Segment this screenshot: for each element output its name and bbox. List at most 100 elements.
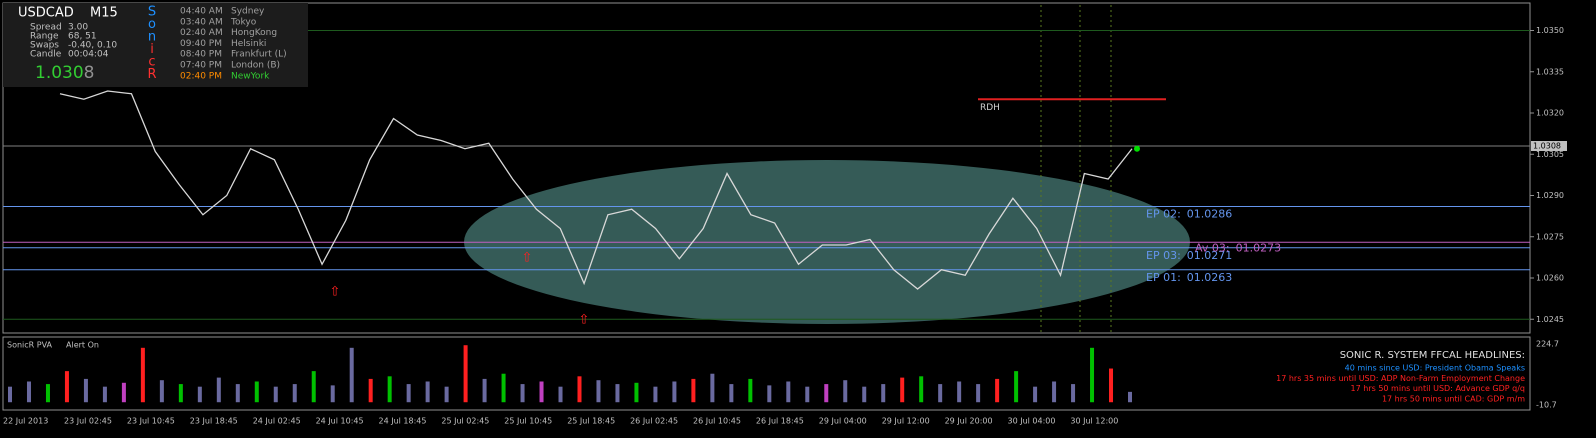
x-tick-label: 25 Jul 18:45 bbox=[567, 417, 615, 426]
volume-bar bbox=[1071, 384, 1076, 403]
x-tick-label: 23 Jul 02:45 bbox=[64, 417, 112, 426]
volume-bar bbox=[900, 377, 905, 403]
price-line bbox=[59, 90, 1133, 290]
symbol: USDCAD bbox=[18, 6, 74, 21]
level-label: EP 01: 01.0263 bbox=[1146, 271, 1232, 284]
volume-bar bbox=[729, 384, 734, 403]
volume-bar bbox=[786, 381, 791, 403]
volume-bar bbox=[482, 378, 487, 403]
volume-bar bbox=[1052, 381, 1057, 403]
level-value: 01.0263 bbox=[1187, 271, 1233, 284]
current-box bbox=[1531, 141, 1567, 151]
volume-bar bbox=[254, 381, 259, 403]
session-city: HongKong bbox=[231, 28, 277, 38]
volume-bar bbox=[1033, 386, 1038, 403]
level-name: Av 03: bbox=[1195, 241, 1230, 254]
stat-value: 3.00 bbox=[68, 23, 88, 33]
volume-bar bbox=[235, 384, 240, 403]
logo-letter: S bbox=[148, 5, 156, 20]
x-tick-label: 24 Jul 10:45 bbox=[316, 417, 364, 426]
x-tick-label: 26 Jul 18:45 bbox=[756, 417, 804, 426]
headline: 17 hrs 50 mins until CAD: GDP m/m bbox=[1382, 394, 1525, 403]
volume-bar bbox=[881, 384, 886, 403]
last-dot bbox=[1134, 145, 1140, 152]
x-tick-label: 24 Jul 02:45 bbox=[253, 417, 301, 426]
price-main: 1.030 bbox=[35, 63, 84, 83]
timeframe: M15 bbox=[90, 6, 118, 21]
volume-bar bbox=[976, 384, 981, 403]
volume-bar bbox=[387, 376, 392, 403]
logo-letter: o bbox=[148, 17, 156, 32]
main-frame bbox=[2, 2, 1531, 334]
volume-bar bbox=[558, 386, 563, 403]
volume-bar bbox=[710, 373, 715, 403]
stat-label: Swaps bbox=[30, 41, 59, 51]
volume-bar bbox=[83, 378, 88, 403]
volume-bar bbox=[634, 382, 639, 403]
logo-letter: c bbox=[148, 55, 155, 70]
volume-bar bbox=[520, 384, 525, 403]
volume-bar bbox=[45, 384, 50, 403]
volume-bar bbox=[767, 385, 772, 403]
volume-bar bbox=[919, 376, 924, 403]
arrow: ⇧ bbox=[579, 313, 590, 328]
stat-value: 00:04:04 bbox=[68, 50, 109, 60]
volume-bar bbox=[159, 380, 164, 403]
y-tick-label: 1.0350 bbox=[1536, 26, 1564, 35]
volume-bar bbox=[102, 386, 107, 403]
volume-bar bbox=[995, 378, 1000, 403]
volume-bar bbox=[311, 371, 316, 403]
volume-bar bbox=[406, 384, 411, 403]
session-time: 03:40 AM bbox=[180, 17, 223, 27]
price-last: 8 bbox=[84, 63, 95, 83]
volume-bar bbox=[938, 384, 943, 403]
headline: 17 hrs 35 mins until USD: ADP Non-Farm E… bbox=[1276, 374, 1525, 383]
x-tick-label: 22 Jul 2013 bbox=[3, 417, 48, 426]
level-label: Av 03: 01.0273 bbox=[1195, 241, 1281, 254]
volume-bar bbox=[672, 381, 677, 403]
session-city: Frankfurt (L) bbox=[231, 50, 287, 60]
y-tick-label: 1.0275 bbox=[1536, 232, 1564, 241]
stat-label: Candle bbox=[30, 50, 62, 60]
volume-bar bbox=[26, 381, 31, 403]
volume-bar bbox=[596, 380, 601, 403]
session-time: 07:40 PM bbox=[180, 61, 222, 71]
volume-bar bbox=[691, 378, 696, 403]
volume-bar bbox=[330, 385, 335, 403]
x-tick-label: 26 Jul 10:45 bbox=[693, 417, 741, 426]
volume-bar bbox=[292, 384, 297, 403]
session-time: 09:40 PM bbox=[180, 39, 222, 49]
price-chart: 1.0350 1.0335 1.0320 1.0305 1.0290 1.0275 1.02… bbox=[3, 26, 1567, 426]
x-tick-label: 30 Jul 04:00 bbox=[1008, 417, 1056, 426]
info-panel bbox=[3, 3, 308, 87]
volume-bar bbox=[1090, 347, 1095, 403]
current-label: 1.0308 bbox=[1533, 142, 1561, 151]
volume-bar bbox=[824, 384, 829, 403]
y-tick-label: 1.0305 bbox=[1536, 150, 1564, 159]
volume-bar bbox=[748, 378, 753, 403]
stat-label: Range bbox=[30, 32, 59, 42]
x-tick-label: 30 Jul 12:00 bbox=[1070, 417, 1118, 426]
session-city: Helsinki bbox=[231, 39, 266, 49]
volume-bar bbox=[843, 380, 848, 403]
y-tick-label: 1.0335 bbox=[1536, 67, 1564, 76]
volume-bar bbox=[140, 347, 145, 403]
headline: 40 mins since USD: President Obama Speak… bbox=[1345, 364, 1525, 373]
session-city: Tokyo bbox=[230, 17, 257, 27]
indicator-title: SonicR PVA bbox=[7, 341, 53, 350]
volume-bar bbox=[957, 381, 962, 403]
volume-bar bbox=[197, 386, 202, 403]
x-tick-label: 25 Jul 02:45 bbox=[441, 417, 489, 426]
session-time: 02:40 AM bbox=[180, 28, 223, 38]
price: 1.0308 bbox=[35, 63, 95, 83]
x-tick-label: 29 Jul 04:00 bbox=[819, 417, 867, 426]
session-time: 04:40 AM bbox=[180, 7, 223, 17]
session-time: 08:40 PM bbox=[180, 50, 222, 60]
stat-value: 68, 51 bbox=[68, 32, 97, 42]
y-tick-label: 1.0290 bbox=[1536, 191, 1564, 200]
volume-bar bbox=[1109, 368, 1114, 403]
arrow: ⇧ bbox=[522, 251, 533, 266]
x-tick-label: 23 Jul 10:45 bbox=[127, 417, 175, 426]
x-tick-label: 29 Jul 20:00 bbox=[945, 417, 993, 426]
